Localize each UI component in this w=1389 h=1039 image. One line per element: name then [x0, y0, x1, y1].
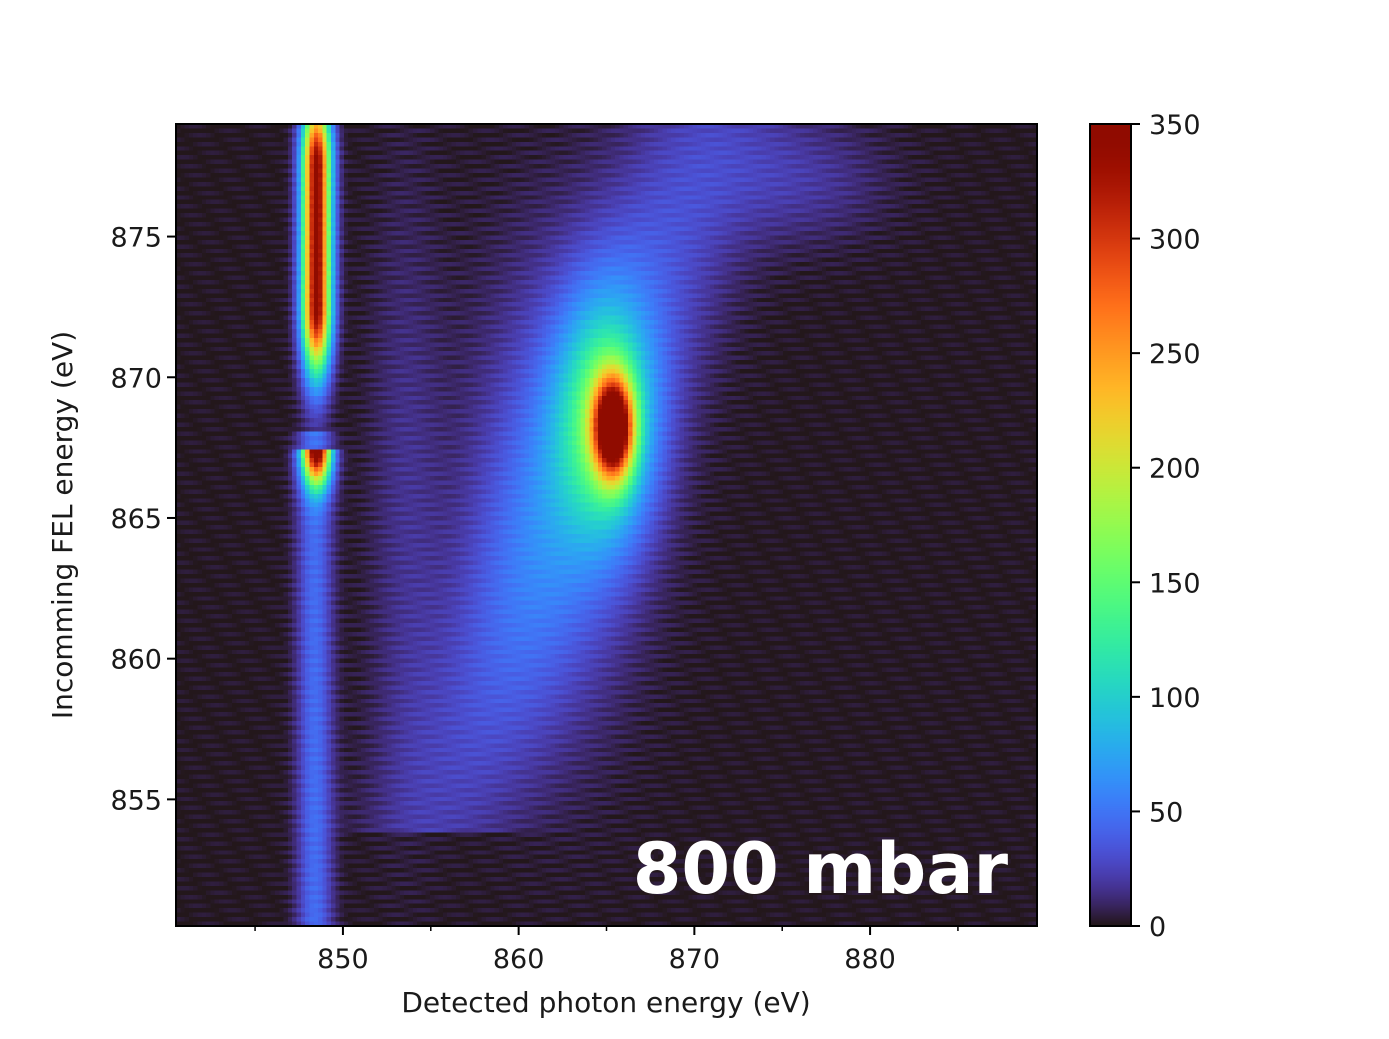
colorbar-tick-label: 50 — [1149, 797, 1183, 828]
colorbar-tick-label: 100 — [1149, 683, 1201, 714]
x-axis-ticks: 850 860 870 880 — [254, 926, 959, 975]
y-tick-label: 855 — [110, 785, 162, 816]
x-axis-label: Detected photon energy (eV) — [401, 986, 810, 1019]
colorbar-tick-label: 200 — [1149, 454, 1201, 485]
colorbar-tick-label: 350 — [1149, 110, 1201, 141]
colorbar — [1090, 124, 1131, 926]
colorbar-tick-label: 250 — [1149, 339, 1201, 370]
y-tick-label: 860 — [110, 645, 162, 676]
colorbar-tick-label: 0 — [1149, 912, 1166, 943]
y-tick-label: 875 — [110, 223, 162, 254]
x-tick-label: 870 — [669, 944, 721, 975]
heatmap-plot — [176, 124, 1037, 926]
colorbar-tick-label: 150 — [1149, 568, 1201, 599]
x-tick-label: 860 — [493, 944, 545, 975]
y-tick-label: 870 — [110, 363, 162, 394]
colorbar-tick-label: 300 — [1149, 225, 1201, 256]
y-axis-ticks: 855 860 865 870 875 — [110, 223, 176, 816]
colorbar-ticks: 0 50 100 150 200 250 300 350 — [1131, 110, 1201, 943]
y-axis-label: Incomming FEL energy (eV) — [46, 331, 79, 719]
x-tick-label: 850 — [317, 944, 369, 975]
y-tick-label: 865 — [110, 504, 162, 535]
x-tick-label: 880 — [844, 944, 896, 975]
